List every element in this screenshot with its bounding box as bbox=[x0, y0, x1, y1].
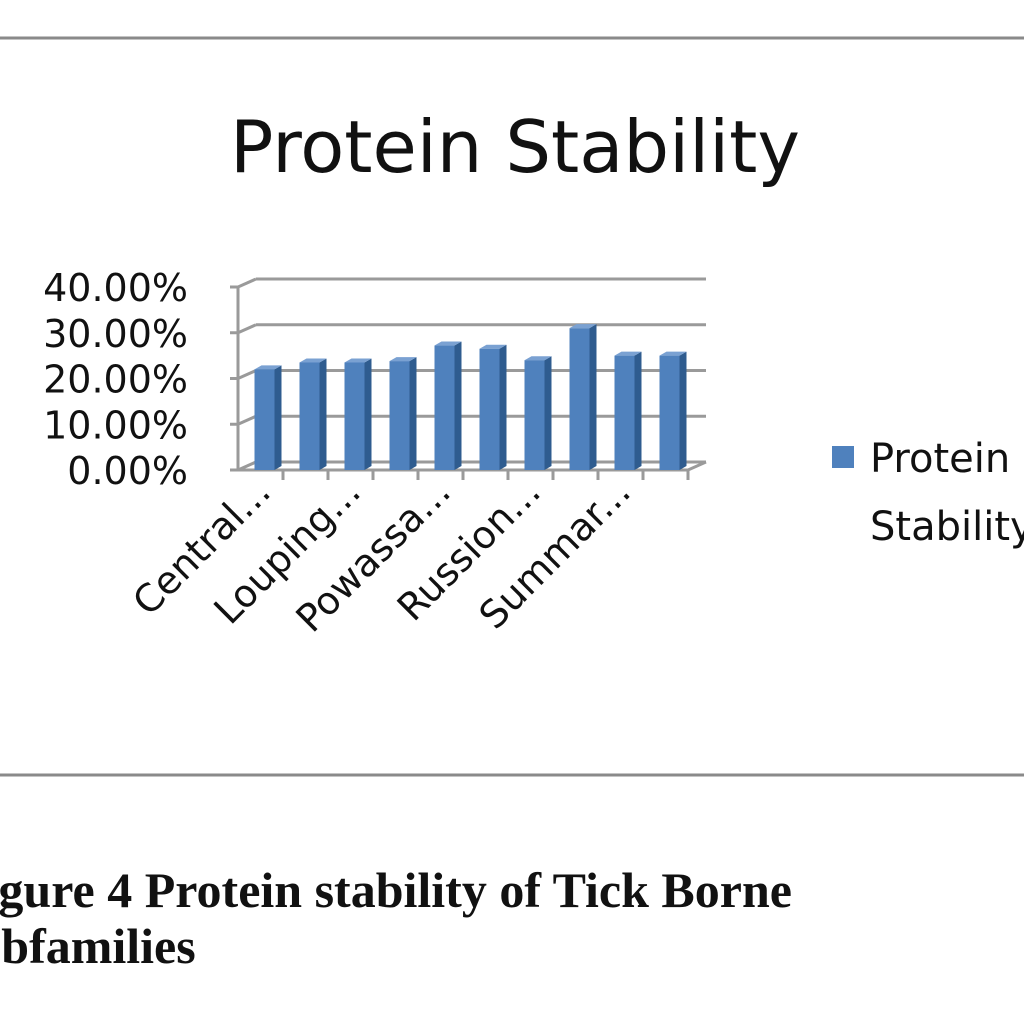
bar-side bbox=[589, 324, 597, 470]
legend: Protein Stability bbox=[832, 436, 1024, 550]
bar-side bbox=[499, 344, 507, 470]
bar-top bbox=[434, 341, 462, 346]
caption-line-1: Figure 4 Protein stability of Tick Borne bbox=[0, 862, 792, 918]
y-tick-label: 0.00% bbox=[67, 449, 188, 493]
bar-top bbox=[344, 358, 372, 363]
legend-label: Protein bbox=[870, 436, 1010, 482]
bar-top bbox=[659, 351, 687, 356]
bar-top bbox=[299, 358, 327, 363]
bar-side bbox=[319, 358, 327, 470]
bar bbox=[569, 328, 590, 470]
figure-caption: Figure 4 Protein stability of Tick Borne… bbox=[0, 862, 1024, 974]
bar-side bbox=[454, 341, 462, 470]
bar bbox=[524, 360, 545, 470]
bar-side bbox=[409, 357, 417, 470]
y-tick-labels: 0.00%10.00%20.00%30.00%40.00% bbox=[43, 266, 188, 493]
y-tick-label: 10.00% bbox=[43, 403, 188, 447]
bar bbox=[344, 362, 365, 470]
chart-title: Protein Stability bbox=[230, 105, 800, 189]
gridline-diagonal bbox=[237, 323, 257, 335]
y-tick-label: 30.00% bbox=[43, 312, 188, 356]
bar-side bbox=[274, 365, 282, 470]
y-tick-label: 20.00% bbox=[43, 358, 188, 402]
bars bbox=[254, 324, 687, 470]
bar-top bbox=[524, 356, 552, 361]
bar bbox=[434, 345, 455, 470]
bar-top bbox=[479, 344, 507, 349]
bar bbox=[299, 362, 320, 470]
y-tick-label: 40.00% bbox=[43, 266, 188, 310]
x-axis-depth bbox=[687, 460, 707, 472]
bar-top bbox=[389, 357, 417, 362]
bar-top bbox=[254, 365, 282, 370]
bar-side bbox=[634, 351, 642, 470]
legend-label-line2: Stability bbox=[870, 504, 1024, 550]
gridline-diagonal bbox=[237, 369, 257, 380]
bar-side bbox=[544, 356, 552, 470]
bar-side bbox=[364, 358, 372, 470]
bar bbox=[389, 361, 410, 470]
x-tick-labels: Central...Louping...Powassa...Russion...… bbox=[124, 469, 639, 640]
bar bbox=[479, 348, 500, 470]
bar-side bbox=[679, 351, 687, 470]
gridline-diagonal bbox=[237, 277, 257, 289]
bar-top bbox=[614, 351, 642, 356]
bar bbox=[659, 355, 680, 470]
bar bbox=[254, 369, 275, 470]
bar bbox=[614, 355, 635, 470]
bar-top bbox=[569, 324, 597, 329]
caption-line-2: subfamilies bbox=[0, 918, 196, 974]
gridline-diagonal bbox=[237, 414, 257, 426]
legend-swatch bbox=[832, 446, 854, 468]
